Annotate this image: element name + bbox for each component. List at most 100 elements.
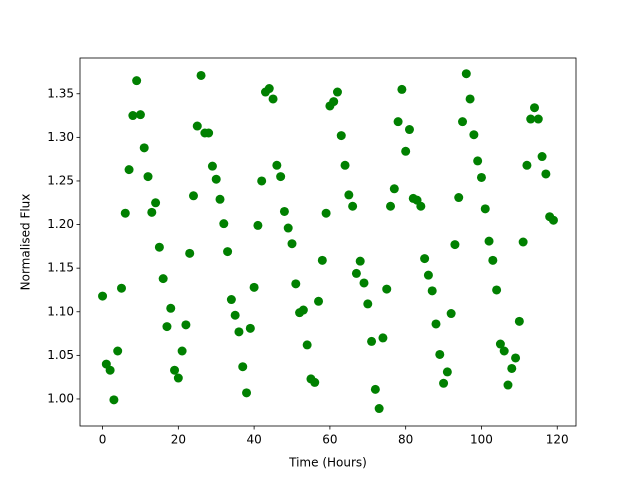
x-axis-label: Time (Hours): [288, 456, 367, 470]
scatter-point: [276, 172, 286, 182]
scatter-point: [249, 282, 259, 292]
scatter-point: [113, 346, 123, 356]
scatter-point: [404, 125, 414, 135]
scatter-point: [458, 117, 468, 127]
scatter-point: [207, 161, 217, 171]
x-tick-label: 20: [171, 433, 186, 447]
scatter-point: [340, 160, 350, 170]
scatter-point: [98, 291, 108, 301]
scatter-point: [283, 223, 293, 233]
scatter-point: [279, 206, 289, 216]
scatter-point: [154, 242, 164, 252]
scatter-point: [196, 70, 206, 80]
scatter-point: [170, 365, 180, 375]
scatter-point: [192, 121, 202, 131]
scatter-point: [518, 237, 528, 247]
scatter-point: [461, 69, 471, 79]
y-tick-label: 1.25: [47, 173, 74, 187]
scatter-point: [321, 208, 331, 218]
scatter-point: [298, 305, 308, 315]
y-tick-label: 1.15: [47, 261, 74, 275]
scatter-point: [344, 190, 354, 200]
scatter-point: [124, 165, 134, 175]
scatter-point: [332, 87, 342, 97]
scatter-point: [359, 278, 369, 288]
scatter-point: [185, 248, 195, 258]
scatter-point: [245, 323, 255, 333]
scatter-point: [317, 255, 327, 265]
scatter-point: [397, 84, 407, 94]
scatter-point: [204, 128, 214, 138]
scatter-point: [310, 377, 320, 387]
scatter-point: [135, 110, 145, 120]
scatter-point: [291, 279, 301, 289]
scatter-point: [363, 299, 373, 309]
scatter-point: [257, 176, 267, 186]
x-tick-label: 80: [398, 433, 413, 447]
y-tick-label: 1.30: [47, 130, 74, 144]
scatter-point: [158, 274, 168, 284]
x-tick-label: 0: [99, 433, 107, 447]
scatter-point: [420, 254, 430, 264]
scatter-point: [548, 215, 558, 225]
scatter-point: [253, 220, 263, 230]
scatter-point: [272, 160, 282, 170]
scatter-point: [147, 207, 157, 217]
scatter-point: [132, 76, 142, 86]
scatter-point: [499, 346, 509, 356]
scatter-point: [446, 309, 456, 319]
y-axis-label: Normalised Flux: [19, 194, 33, 291]
scatter-point: [389, 184, 399, 194]
x-tick-label: 120: [546, 433, 569, 447]
scatter-point: [348, 201, 358, 211]
scatter-point: [374, 404, 384, 414]
scatter-point: [314, 296, 324, 306]
scatter-point: [541, 169, 551, 179]
scatter-point: [393, 117, 403, 127]
scatter-point: [230, 310, 240, 320]
scatter-point: [139, 143, 149, 153]
scatter-point: [511, 353, 521, 363]
scatter-point: [465, 94, 475, 104]
scatter-point: [484, 236, 494, 246]
scatter-point: [211, 174, 221, 184]
scatter-point: [242, 388, 252, 398]
scatter-point: [287, 239, 297, 249]
scatter-point: [439, 378, 449, 388]
x-tick-label: 40: [246, 433, 261, 447]
scatter-point: [495, 339, 505, 349]
scatter-point: [416, 201, 426, 211]
scatter-point: [109, 395, 119, 405]
scatter-point: [427, 286, 437, 296]
scatter-point: [473, 156, 483, 166]
scatter-point: [514, 316, 524, 326]
scatter-point: [173, 373, 183, 383]
scatter-point: [143, 172, 153, 182]
y-tick-label: 1.00: [47, 391, 74, 405]
scatter-point: [166, 303, 176, 313]
scatter-point: [503, 380, 513, 390]
x-tick-label: 100: [470, 433, 493, 447]
scatter-point: [382, 284, 392, 294]
y-tick-label: 1.20: [47, 217, 74, 231]
y-tick-label: 1.10: [47, 304, 74, 318]
scatter-point: [454, 193, 464, 203]
scatter-point: [162, 322, 172, 332]
scatter-point: [226, 295, 236, 305]
scatter-point: [533, 114, 543, 124]
scatter-point: [435, 349, 445, 359]
scatter-point: [522, 160, 532, 170]
scatter-point: [302, 340, 312, 350]
scatter-point: [116, 283, 126, 293]
scatter-point: [526, 114, 536, 124]
scatter-point: [223, 247, 233, 257]
scatter-point: [105, 365, 115, 375]
plot-frame: [79, 57, 577, 427]
scatter-point: [386, 201, 396, 211]
scatter-point: [378, 333, 388, 343]
scatter-point: [476, 172, 486, 182]
scatter-point: [351, 268, 361, 278]
y-tick-label: 1.05: [47, 348, 74, 362]
scatter-point: [492, 285, 502, 295]
